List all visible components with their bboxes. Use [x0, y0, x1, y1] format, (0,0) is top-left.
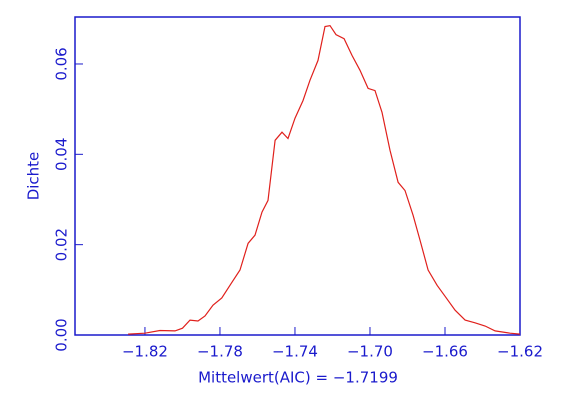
x-tick-label: −1.78	[197, 343, 243, 361]
y-tick-label: 0.00	[53, 318, 71, 351]
y-tick-label: 0.06	[53, 47, 71, 80]
y-tick-label: 0.02	[53, 228, 71, 261]
x-tick-label: −1.74	[272, 343, 318, 361]
density-line	[128, 24, 521, 335]
x-tick-label: −1.66	[422, 343, 468, 361]
y-axis-label: Dichte	[25, 152, 43, 201]
x-axis-label: Mittelwert(AIC) = −1.7199	[198, 369, 398, 387]
x-tick-label: −1.62	[497, 343, 543, 361]
x-tick-label: −1.82	[122, 343, 168, 361]
y-tick-label: 0.04	[53, 138, 71, 171]
plot-frame	[74, 16, 521, 336]
x-tick-label: −1.70	[347, 343, 393, 361]
